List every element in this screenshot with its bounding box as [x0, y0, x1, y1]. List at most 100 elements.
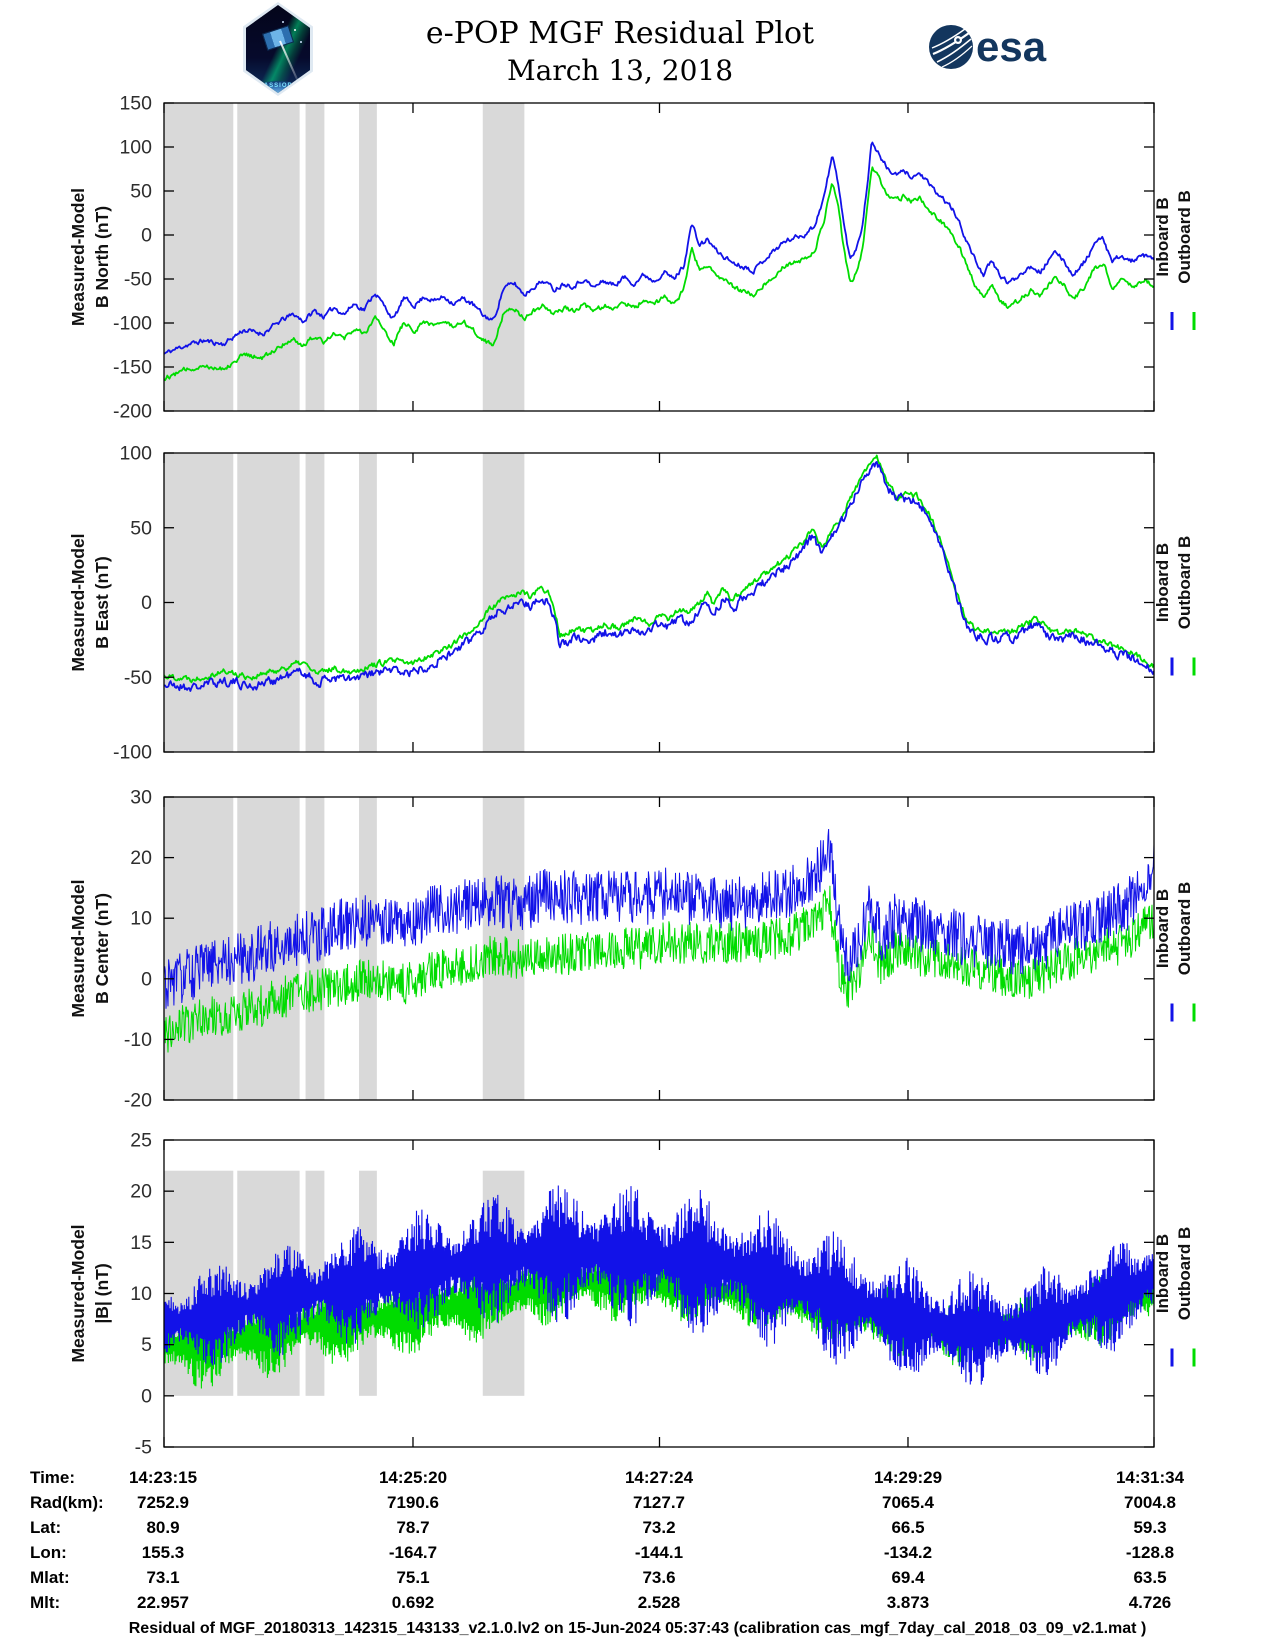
y-tick-label: 0	[141, 1385, 152, 1407]
y-tick-label: 30	[130, 787, 152, 809]
x-ticks	[163, 1140, 1155, 1447]
table-cell: -128.8	[1125, 1543, 1175, 1562]
x-ticks	[163, 797, 1155, 1100]
panel-b-center: 30 20 10 0 -10 -20 Measured-Model B Center (nT)…	[68, 787, 1196, 1112]
y-axis-label: Measured-Model	[68, 879, 88, 1017]
y-tick-label: -10	[124, 1029, 152, 1051]
y-tick-label: 0	[141, 225, 152, 247]
y-tick-label: 15	[130, 1232, 152, 1254]
y-tick-label: 5	[141, 1334, 152, 1356]
series-group	[164, 1185, 1154, 1389]
patch-label: CASSIOPE	[258, 83, 298, 89]
shaded-interval	[359, 103, 377, 411]
y-tick-label: -100	[113, 742, 152, 764]
y-tick-label: 100	[119, 137, 152, 159]
shaded-intervals	[164, 453, 525, 752]
y-axis-label: |B| (nT)	[92, 1263, 112, 1323]
shaded-interval	[305, 797, 325, 1100]
table-cell: -144.1	[634, 1543, 684, 1562]
table-row: Mlt: 22.957 0.692 2.528 3.873 4.726	[0, 1593, 1275, 1617]
y-axis-label: B Center (nT)	[92, 893, 112, 1004]
legend: Inboard B Outboard B	[1153, 190, 1196, 330]
table-cell: 22.957	[137, 1593, 189, 1612]
table-row: Lat: 80.9 78.7 73.2 66.5 59.3	[0, 1518, 1275, 1542]
inboard-series	[164, 828, 1154, 1009]
y-ticks	[164, 796, 1154, 1101]
y-tick-label: 20	[130, 1181, 152, 1203]
y-tick-labels: 100 50 0 -50 -100	[113, 443, 152, 764]
table-cell: 14:29:29	[873, 1468, 943, 1487]
legend: Inboard B Outboard B	[1153, 536, 1196, 676]
x-ticks	[163, 103, 1155, 411]
table-cell: 73.1	[146, 1568, 180, 1587]
table-row-label: Mlt:	[30, 1593, 61, 1612]
legend: Inboard B Outboard B	[1153, 1227, 1196, 1367]
shaded-interval	[237, 453, 300, 752]
table-cell: 3.873	[886, 1593, 930, 1612]
table-cell: 7190.6	[387, 1493, 439, 1512]
y-axis-label: B East (nT)	[92, 556, 112, 648]
shaded-intervals	[164, 797, 525, 1100]
esa-globe-icon	[929, 25, 973, 69]
y-tick-label: 100	[119, 443, 152, 465]
x-ticks	[163, 453, 1155, 752]
table-cell: 63.5	[1133, 1568, 1167, 1587]
table-cell: 155.3	[141, 1543, 185, 1562]
y-tick-label: 10	[130, 908, 152, 930]
y-tick-label: -100	[113, 313, 152, 335]
table-row: Rad(km): 7252.9 7190.6 7127.7 7065.4 7004.8	[0, 1493, 1275, 1517]
table-row-label: Rad(km):	[30, 1493, 104, 1512]
table-cell: 7004.8	[1124, 1493, 1176, 1512]
panel-b-east: 100 50 0 -50 -100 Measured-Model B East (nT) In…	[68, 443, 1196, 764]
outboard-series	[164, 166, 1154, 382]
series-group	[164, 828, 1154, 1053]
y-tick-label: 150	[119, 93, 152, 115]
shaded-interval	[164, 797, 234, 1100]
table-cell: 73.2	[642, 1518, 676, 1537]
table-cell: 75.1	[396, 1568, 430, 1587]
shaded-interval	[359, 797, 377, 1100]
table-cell: 7127.7	[633, 1493, 685, 1512]
table-cell: 14:23:15	[128, 1468, 198, 1487]
table-row-label: Lat:	[30, 1518, 62, 1537]
table-cell: -164.7	[388, 1543, 438, 1562]
y-tick-label: 10	[130, 1283, 152, 1305]
shaded-interval	[482, 103, 525, 411]
y-tick-label: -5	[135, 1437, 152, 1459]
y-tick-labels: 25 20 15 10 5 0 -5	[130, 1130, 152, 1459]
y-tick-label: 50	[130, 181, 152, 203]
y-tick-label: 20	[130, 847, 152, 869]
table-cell: 14:27:24	[624, 1468, 694, 1487]
legend-label-inboard: Inboard B	[1153, 1234, 1172, 1313]
y-axis-label: Measured-Model	[68, 1224, 88, 1362]
shaded-interval	[164, 453, 234, 752]
shaded-interval	[359, 453, 377, 752]
table-cell: 69.4	[891, 1568, 925, 1587]
inboard-series	[164, 461, 1154, 692]
table-cell: 14:31:34	[1115, 1468, 1185, 1487]
y-tick-label: 50	[130, 517, 152, 539]
panel-b-north: 150 100 50 0 -50 -100 -150 -200 Measured-Model B …	[68, 93, 1196, 423]
y-axis-label: Measured-Model	[68, 188, 88, 326]
table-cell: 14:25:20	[378, 1468, 448, 1487]
table-cell: 7252.9	[137, 1493, 189, 1512]
y-tick-labels: 30 20 10 0 -10 -20	[124, 787, 152, 1112]
table-row-label: Lon:	[30, 1543, 67, 1562]
table-row-label: Mlat:	[30, 1568, 70, 1587]
y-tick-label: 0	[141, 592, 152, 614]
table-cell: 2.528	[637, 1593, 681, 1612]
y-tick-label: -50	[124, 667, 152, 689]
y-tick-label: -20	[124, 1090, 152, 1112]
table-cell: 78.7	[396, 1518, 430, 1537]
table-cell: 4.726	[1128, 1593, 1172, 1612]
table-cell: 0.692	[391, 1593, 435, 1612]
shaded-interval	[305, 453, 325, 752]
shaded-interval	[237, 103, 300, 411]
legend-label-inboard: Inboard B	[1153, 543, 1172, 622]
legend-label-outboard: Outboard B	[1175, 536, 1194, 630]
table-row-label: Time:	[30, 1468, 76, 1487]
legend-label-outboard: Outboard B	[1175, 1227, 1194, 1321]
table-cell: -134.2	[883, 1543, 933, 1562]
